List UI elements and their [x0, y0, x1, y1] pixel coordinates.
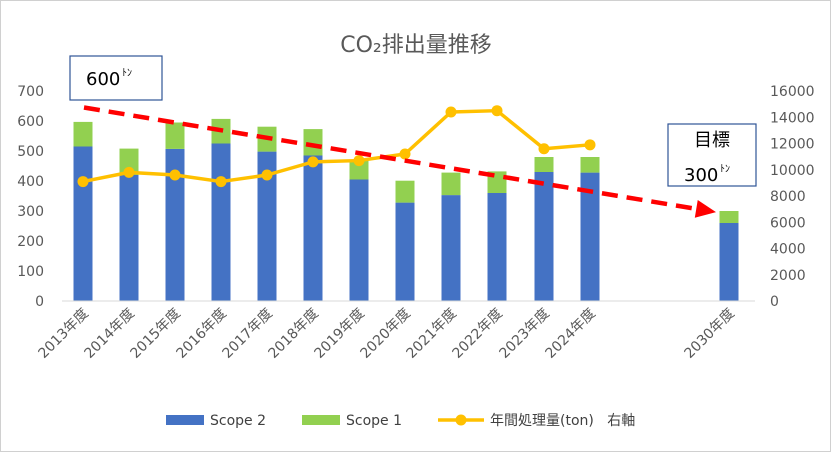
scope2-bar — [165, 148, 185, 301]
scope2-bar — [211, 143, 231, 301]
scope1-bar — [534, 157, 554, 172]
chart-title: CO₂排出量推移 — [340, 33, 492, 58]
scope2-bar — [534, 172, 554, 301]
y-left-tick-label: 200 — [17, 234, 44, 250]
legend-line-label: 年間処理量(ton) 右軸 — [490, 413, 635, 429]
start-callout-value: 600 — [86, 69, 120, 90]
y-left-tick-label: 600 — [17, 114, 44, 130]
x-tick-label: 2030年度 — [682, 306, 738, 362]
scope1-bar — [349, 160, 369, 180]
scope1-bar — [580, 157, 600, 173]
trend-arrow-head — [694, 200, 716, 218]
start-callout-unit: ﾄﾝ — [122, 68, 132, 79]
y-right-tick-label: 8000 — [770, 189, 806, 205]
y-right-tick-label: 4000 — [770, 242, 806, 258]
scope2-bar — [119, 175, 139, 301]
trend-arrow-layer — [83, 105, 716, 218]
x-tick-label: 2024年度 — [543, 306, 599, 362]
y-left-tick-label: 500 — [17, 144, 44, 160]
scope2-bar — [395, 202, 415, 301]
y-left-tick-label: 400 — [17, 174, 44, 190]
target-callout-label: 目標 — [694, 130, 730, 151]
processing-volume-point — [491, 105, 503, 117]
y-right-tick-label: 2000 — [770, 268, 806, 284]
scope2-bar — [303, 155, 323, 301]
processing-volume-point — [169, 169, 181, 181]
scope1-bar — [441, 172, 461, 196]
y-right-tick-label: 10000 — [770, 163, 815, 179]
target-callout-unit: ﾄﾝ — [720, 164, 730, 175]
processing-volume-line — [82, 108, 591, 184]
y-left-tick-label: 100 — [17, 264, 44, 280]
legend-line-marker — [455, 414, 467, 426]
scope1-bar — [119, 148, 139, 175]
y-left-tick-label: 300 — [17, 204, 44, 220]
scope1-bar — [303, 129, 323, 156]
processing-volume-point — [215, 176, 227, 188]
processing-volume-point — [445, 106, 457, 118]
processing-volume-point — [77, 176, 89, 188]
y-left-tick-label: 700 — [17, 84, 44, 100]
legend-scope2-label: Scope 2 — [210, 413, 266, 429]
scope2-bar — [257, 151, 277, 301]
legend-scope2-swatch — [166, 415, 204, 425]
y-left-tick-label: 0 — [35, 294, 44, 310]
scope2-bar — [349, 179, 369, 301]
target-callout: 目標 300 ﾄﾝ — [667, 123, 757, 187]
y-right-tick-label: 0 — [770, 294, 779, 310]
y-right-tick-label: 12000 — [770, 137, 815, 153]
processing-volume-line-layer — [77, 105, 596, 188]
scope2-bar — [580, 172, 600, 301]
scope1-bar — [165, 122, 185, 149]
processing-volume-point — [538, 143, 550, 155]
y-right-tick-label: 6000 — [770, 215, 806, 231]
scope2-bar — [73, 146, 93, 301]
target-callout-value: 300 — [684, 165, 718, 186]
scope1-bar — [719, 211, 739, 223]
y-right-tick-label: 14000 — [770, 110, 815, 126]
legend: Scope 2 Scope 1 年間処理量(ton) 右軸 — [166, 413, 635, 429]
processing-volume-point — [261, 169, 273, 181]
trend-arrow-line — [83, 105, 701, 212]
scope1-bar — [395, 180, 415, 203]
scope1-bar — [73, 121, 93, 147]
x-tick-label: 2022年度 — [450, 306, 506, 362]
scope2-bar — [441, 195, 461, 301]
start-callout: 600 ﾄﾝ — [69, 55, 163, 101]
processing-volume-point — [123, 166, 135, 178]
processing-volume-point — [584, 139, 596, 151]
scope2-bar — [719, 223, 739, 301]
legend-scope1-swatch — [302, 415, 340, 425]
processing-volume-point — [307, 156, 319, 168]
processing-volume-point — [399, 148, 411, 160]
bars-layer — [73, 118, 739, 301]
scope2-bar — [487, 193, 507, 301]
y-right-tick-label: 16000 — [770, 84, 815, 100]
legend-scope1-label: Scope 1 — [346, 413, 402, 429]
processing-volume-point — [353, 155, 365, 167]
